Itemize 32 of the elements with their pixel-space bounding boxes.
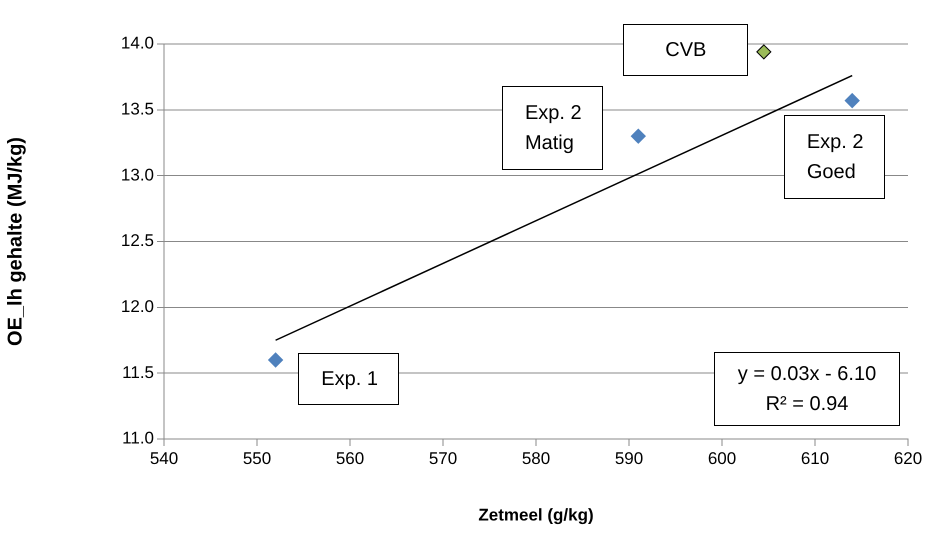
y-tick-label: 11.0 [122, 428, 154, 448]
x-tick-label: 540 [150, 448, 178, 468]
y-tick-label: 14.0 [120, 34, 154, 53]
callout-box: CVB [623, 24, 748, 76]
annotation: Exp. 2 Goed [806, 130, 865, 185]
x-tick-label: 610 [800, 448, 830, 468]
callout-box: y = 0.03x - 6.10 R² = 0.94 [714, 352, 900, 426]
x-tick-label: 590 [614, 448, 644, 468]
x-tick-label: 620 [894, 448, 922, 468]
y-axis-title: OE_lh gehalte (MJ/kg) [4, 137, 27, 346]
callout-box: Exp. 2 Matig [502, 86, 603, 170]
point [844, 93, 860, 108]
annotation: CVB [664, 38, 708, 63]
callout-box: Exp. 2 Goed [784, 114, 885, 199]
point [630, 128, 646, 144]
annotation: Exp. 1 [321, 367, 379, 392]
y-tick-label: 11.5 [122, 362, 154, 382]
x-tick-label: 560 [336, 448, 364, 468]
y-tick-label: 12.5 [120, 231, 154, 250]
annotation: Exp. 2 Matig [524, 101, 583, 156]
x-tick-label: 600 [708, 448, 736, 468]
callout-box: Exp. 1 [298, 353, 399, 405]
x-tick-label: 570 [428, 448, 458, 468]
point [268, 352, 284, 368]
x-axis-title: Zetmeel (g/kg) [478, 505, 594, 524]
point [756, 44, 772, 60]
annotation: y = 0.03x - 6.10 R² = 0.94 [736, 362, 878, 417]
y-tick-label: 12.0 [120, 297, 154, 316]
x-tick-label: 580 [522, 448, 550, 468]
y-tick-label: 13.5 [120, 100, 154, 119]
x-tick-label: 550 [242, 448, 272, 468]
y-tick-label: 13.0 [120, 165, 154, 184]
